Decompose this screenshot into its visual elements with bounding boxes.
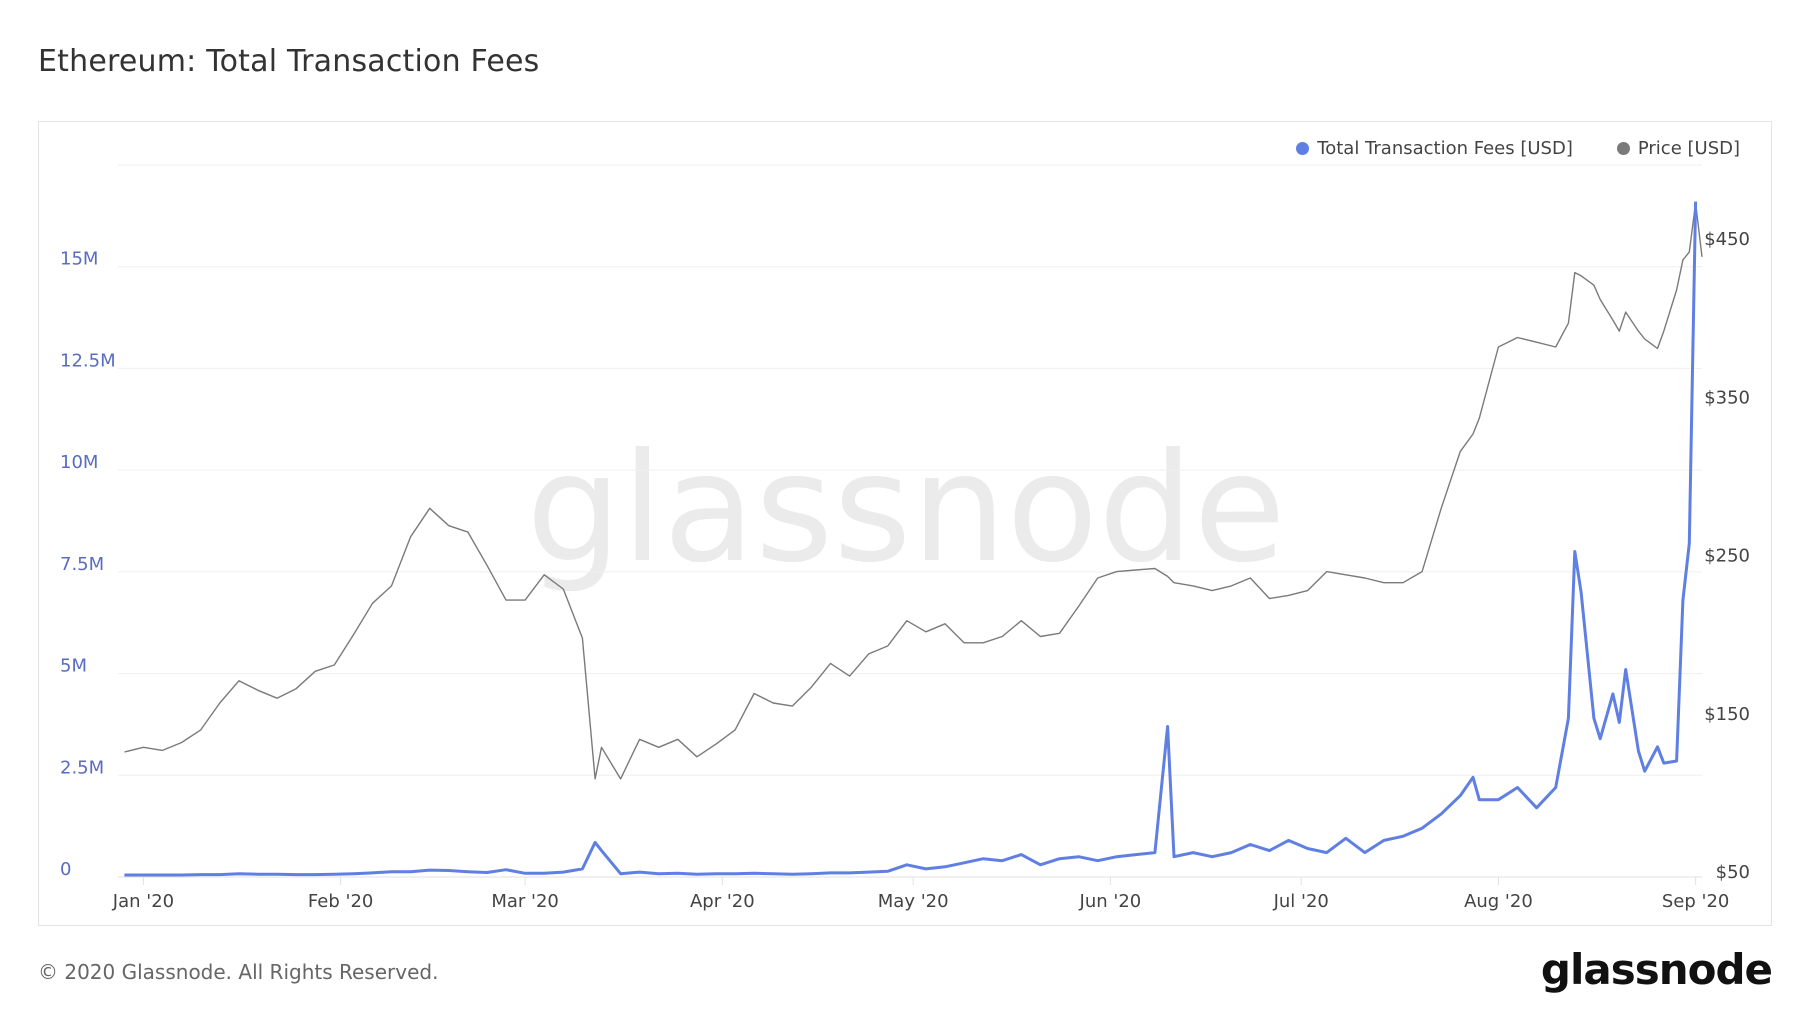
chart-frame <box>38 121 1772 926</box>
chart-title: Ethereum: Total Transaction Fees <box>38 44 540 79</box>
legend-price-label: Price [USD] <box>1637 138 1740 159</box>
watermark: glassnode <box>526 422 1285 596</box>
x-tick-label: May '20 <box>878 891 949 912</box>
fees-series-line <box>124 201 1698 877</box>
glassnode-logo: glassnode <box>1540 945 1773 994</box>
copyright: © 2020 Glassnode. All Rights Reserved. <box>38 960 439 984</box>
y-right-tick-label: $450 <box>1704 229 1750 250</box>
y-left-tick-label: 10M <box>60 452 98 473</box>
y-left-tick-label: 7.5M <box>60 554 104 575</box>
y-left-tick-label: 0 <box>60 859 71 880</box>
x-tick-label: Jul '20 <box>1273 891 1329 912</box>
x-tick-label: Jun '20 <box>1079 891 1142 912</box>
legend-item-fees[interactable]: Total Transaction Fees [USD] <box>1296 138 1573 159</box>
y-right-tick-label: $250 <box>1704 546 1750 567</box>
x-tick-label: Apr '20 <box>690 891 755 912</box>
legend-item-price[interactable]: Price [USD] <box>1616 138 1740 159</box>
chart-legend: Total Transaction Fees [USD] Price [USD] <box>1296 138 1740 159</box>
x-tick-label: Jan '20 <box>112 891 174 912</box>
x-tick-label: Sep '20 <box>1662 891 1730 912</box>
y-right-tick-label: $50 <box>1716 862 1750 883</box>
x-tick-label: Feb '20 <box>308 891 373 912</box>
y-right-tick-label: $150 <box>1704 704 1750 725</box>
price-series-line <box>124 202 1703 780</box>
legend-price-dot-icon <box>1616 142 1630 155</box>
x-tick-label: Aug '20 <box>1464 891 1533 912</box>
y-left-tick-label: 15M <box>60 249 98 270</box>
y-right-tick-label: $350 <box>1704 387 1750 408</box>
y-left-tick-label: 12.5M <box>60 350 116 371</box>
y-left-tick-label: 2.5M <box>60 757 104 778</box>
x-tick-label: Mar '20 <box>491 891 559 912</box>
legend-fees-dot-icon <box>1296 142 1310 155</box>
legend-fees-label: Total Transaction Fees [USD] <box>1317 138 1573 159</box>
y-left-tick-label: 5M <box>60 656 87 677</box>
